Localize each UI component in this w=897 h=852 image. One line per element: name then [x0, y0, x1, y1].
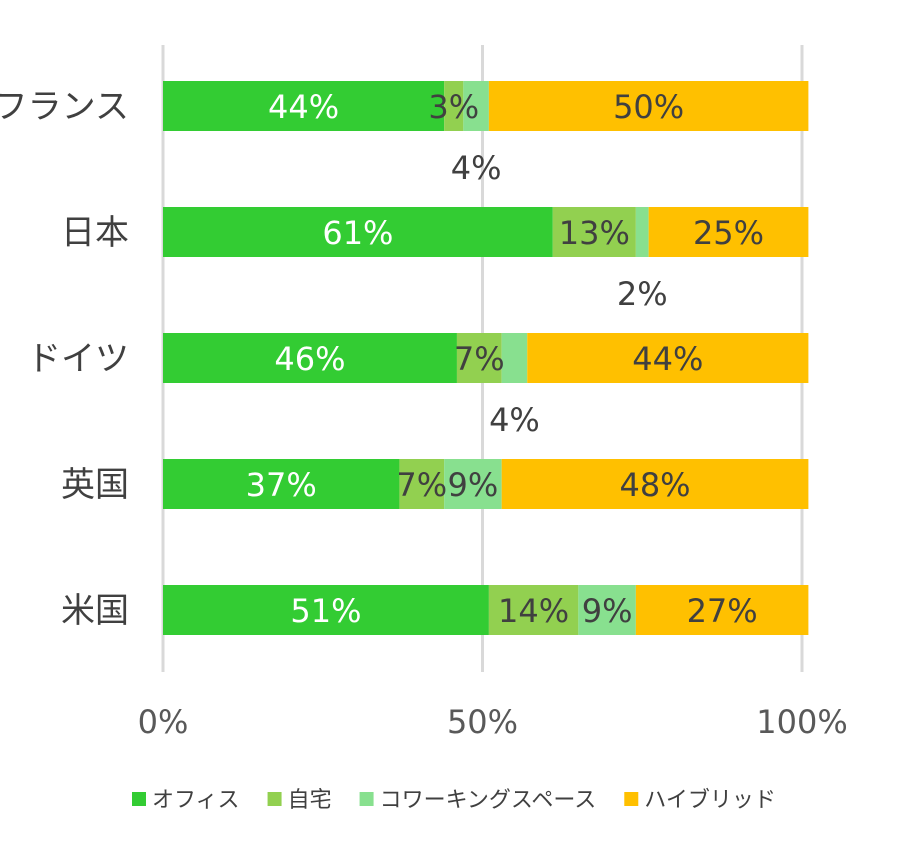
- data-label: 13%: [559, 214, 630, 252]
- bars: [163, 81, 809, 635]
- data-label: 7%: [454, 340, 505, 378]
- bar-segment: [635, 585, 809, 635]
- data-label: 3%: [428, 88, 479, 126]
- data-label: 51%: [290, 592, 361, 630]
- legend-swatch: [624, 792, 639, 806]
- data-label: 4%: [489, 401, 540, 439]
- tick-label: 0%: [138, 703, 189, 741]
- bar-segment: [552, 207, 636, 257]
- bar-segment: [463, 81, 489, 131]
- data-label: 27%: [687, 592, 758, 630]
- category-label: 英国: [61, 465, 129, 505]
- category-label: フランス: [0, 87, 129, 127]
- data-label: 2%: [617, 275, 668, 313]
- legend-label: オフィス: [152, 788, 240, 813]
- category-label: 日本: [61, 213, 129, 253]
- bar-segment: [444, 459, 502, 509]
- bar-segment: [527, 333, 809, 383]
- category-label: 米国: [61, 591, 129, 631]
- data-label: 50%: [613, 88, 684, 126]
- data-label: 37%: [246, 466, 317, 504]
- bar-segment: [635, 207, 649, 257]
- data-label: 7%: [396, 466, 447, 504]
- data-label: 4%: [451, 149, 502, 187]
- bar-segment: [501, 459, 809, 509]
- data-label: 48%: [619, 466, 690, 504]
- data-label: 44%: [268, 88, 339, 126]
- legend-swatch: [267, 792, 282, 806]
- data-label: 25%: [693, 214, 764, 252]
- bar-segment: [163, 459, 400, 509]
- bar-segment: [456, 333, 502, 383]
- bar-segment: [163, 207, 553, 257]
- bar-segment: [501, 333, 528, 383]
- bar-segment: [488, 585, 579, 635]
- data-label: 14%: [498, 592, 569, 630]
- data-labels: 44% 3%4%50%61% 13%2%25%46% 7%4%44%37% 7% 9% 48…: [246, 88, 764, 630]
- bar-segment: [163, 333, 457, 383]
- legend-label: ハイブリッド: [644, 788, 776, 813]
- legend: オフィス 自宅 コワーキングスペース ハイブリッド: [132, 788, 776, 813]
- bar-segment: [163, 81, 445, 131]
- bar-segment: [488, 81, 809, 131]
- legend-label: コワーキングスペース: [380, 788, 597, 813]
- bar-segment: [444, 81, 464, 131]
- tick-label: 100%: [756, 703, 847, 741]
- data-label: 9%: [448, 466, 499, 504]
- data-label: 9%: [582, 592, 633, 630]
- category-label: ドイツ: [27, 339, 129, 379]
- legend-label: 自宅: [288, 788, 332, 813]
- value-axis-tick-labels: 0% 50% 100%: [138, 703, 848, 741]
- legend-swatch: [359, 792, 374, 806]
- bar-segment: [399, 459, 445, 509]
- data-label: 61%: [322, 214, 393, 252]
- data-label: 44%: [632, 340, 703, 378]
- legend-swatch: [132, 792, 146, 806]
- data-label: 46%: [274, 340, 345, 378]
- bar-segment: [163, 585, 489, 635]
- tick-label: 50%: [447, 703, 518, 741]
- bar-segment: [648, 207, 809, 257]
- bar-segment: [578, 585, 636, 635]
